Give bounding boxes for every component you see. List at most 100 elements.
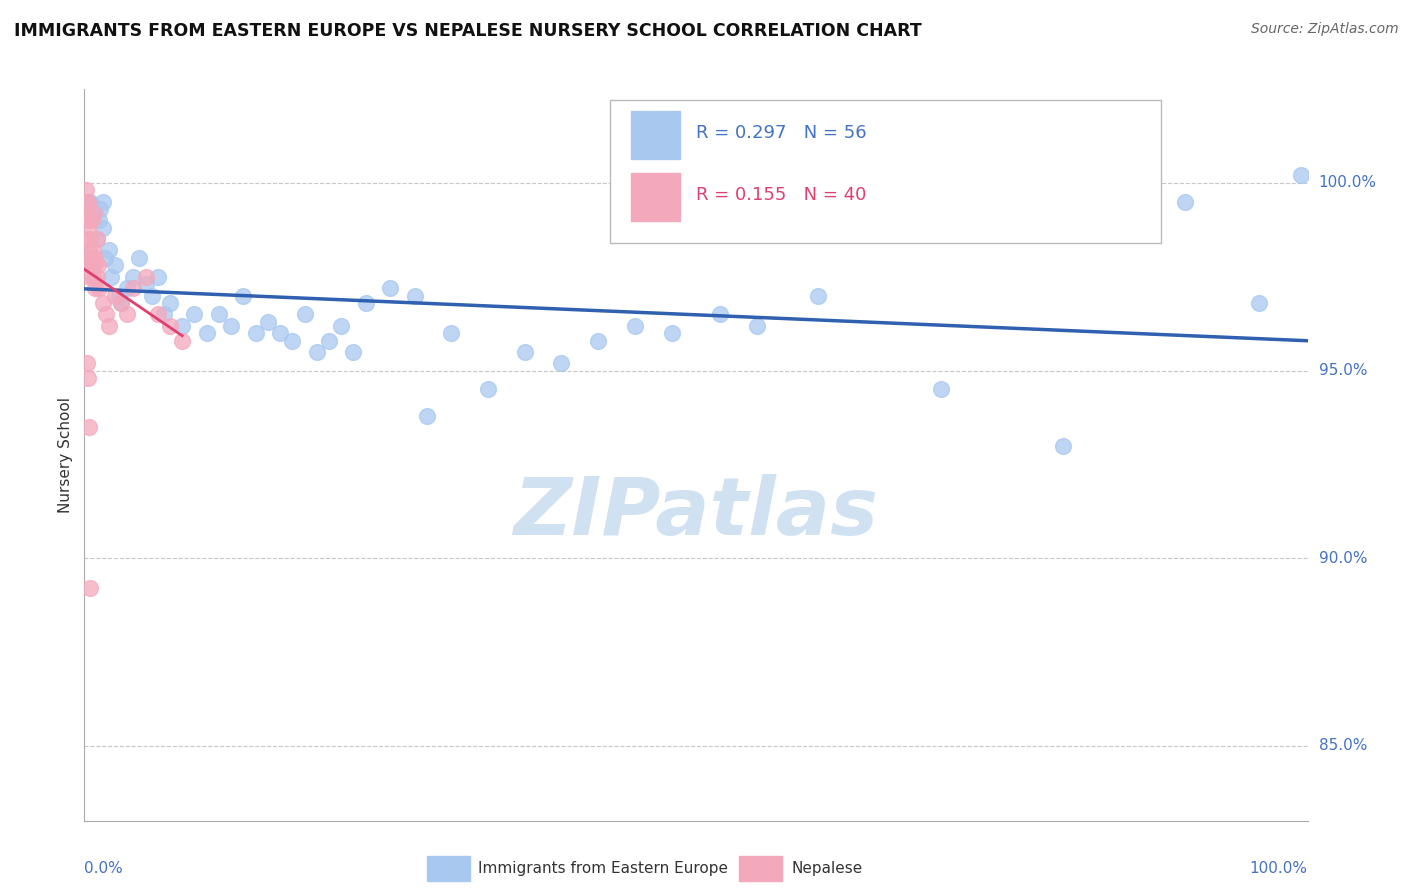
Point xyxy=(342,344,364,359)
FancyBboxPatch shape xyxy=(610,100,1161,243)
Text: 100.0%: 100.0% xyxy=(1250,861,1308,876)
Point xyxy=(269,326,291,340)
FancyBboxPatch shape xyxy=(427,855,470,881)
Point xyxy=(159,318,181,333)
Point xyxy=(87,213,110,227)
Point xyxy=(1247,296,1270,310)
Point xyxy=(624,318,647,333)
Text: ZIPatlas: ZIPatlas xyxy=(513,475,879,552)
Point xyxy=(75,184,97,198)
Point xyxy=(1174,194,1197,209)
Point xyxy=(380,281,402,295)
Point xyxy=(110,296,132,310)
Text: 90.0%: 90.0% xyxy=(1319,550,1367,566)
Point xyxy=(94,251,117,265)
Point xyxy=(153,307,176,321)
Point xyxy=(86,269,108,284)
Point xyxy=(219,318,242,333)
Point xyxy=(79,581,101,595)
Point xyxy=(477,382,499,396)
Text: R = 0.297   N = 56: R = 0.297 N = 56 xyxy=(696,124,866,142)
Point xyxy=(281,334,304,348)
Point xyxy=(318,334,340,348)
Point xyxy=(709,307,731,321)
Point xyxy=(135,277,157,292)
Point xyxy=(305,344,328,359)
Point xyxy=(141,288,163,302)
Point xyxy=(107,288,129,302)
Point xyxy=(82,244,104,258)
Point xyxy=(115,307,138,321)
Point xyxy=(807,288,830,302)
Text: Source: ZipAtlas.com: Source: ZipAtlas.com xyxy=(1251,22,1399,37)
Point xyxy=(77,194,100,209)
Point xyxy=(97,318,120,333)
Point xyxy=(91,194,114,209)
Point xyxy=(513,344,536,359)
Point xyxy=(83,206,105,220)
Y-axis label: Nursery School: Nursery School xyxy=(58,397,73,513)
Point xyxy=(76,356,98,370)
Text: 85.0%: 85.0% xyxy=(1319,738,1367,753)
Point xyxy=(172,334,194,348)
Point xyxy=(86,232,108,246)
Point xyxy=(232,288,254,302)
Point xyxy=(159,296,181,310)
Point xyxy=(416,409,439,423)
Point xyxy=(84,251,107,265)
Point xyxy=(91,296,114,310)
Text: Nepalese: Nepalese xyxy=(792,861,863,876)
Point xyxy=(82,269,104,284)
Point xyxy=(80,259,103,273)
Text: Immigrants from Eastern Europe: Immigrants from Eastern Europe xyxy=(478,861,728,876)
Text: 0.0%: 0.0% xyxy=(84,861,124,876)
Point xyxy=(77,259,100,273)
Text: R = 0.155   N = 40: R = 0.155 N = 40 xyxy=(696,186,866,204)
Point xyxy=(79,251,101,265)
Point xyxy=(77,371,100,385)
Text: IMMIGRANTS FROM EASTERN EUROPE VS NEPALESE NURSERY SCHOOL CORRELATION CHART: IMMIGRANTS FROM EASTERN EUROPE VS NEPALE… xyxy=(14,22,922,40)
Point xyxy=(76,206,98,220)
Point xyxy=(83,259,105,273)
Point xyxy=(146,269,169,284)
Point xyxy=(115,281,138,295)
Point xyxy=(97,244,120,258)
Point xyxy=(183,307,205,321)
Point xyxy=(661,326,683,340)
Point xyxy=(86,232,108,246)
Point xyxy=(172,318,194,333)
Point xyxy=(122,269,145,284)
Point xyxy=(404,288,426,302)
Point xyxy=(75,194,97,209)
Point xyxy=(77,213,100,227)
Point xyxy=(77,221,100,235)
Point xyxy=(208,307,231,321)
Point xyxy=(929,382,952,396)
Point xyxy=(1291,169,1313,183)
Point xyxy=(77,244,100,258)
Point xyxy=(122,281,145,295)
FancyBboxPatch shape xyxy=(631,112,681,159)
Point xyxy=(76,232,98,246)
Point xyxy=(80,213,103,227)
Point xyxy=(110,296,132,310)
Point xyxy=(100,269,122,284)
Point xyxy=(586,334,609,348)
Point xyxy=(550,356,572,370)
Point xyxy=(87,281,110,295)
Point xyxy=(77,259,100,273)
Point xyxy=(146,307,169,321)
Point xyxy=(135,269,157,284)
Point xyxy=(354,296,377,310)
FancyBboxPatch shape xyxy=(631,173,681,221)
Point xyxy=(330,318,353,333)
Point xyxy=(83,206,105,220)
Point xyxy=(89,202,111,217)
FancyBboxPatch shape xyxy=(738,855,782,881)
Text: 100.0%: 100.0% xyxy=(1319,176,1376,191)
Point xyxy=(91,221,114,235)
Point xyxy=(440,326,463,340)
Point xyxy=(79,194,101,209)
Point xyxy=(104,259,127,273)
Point xyxy=(747,318,769,333)
